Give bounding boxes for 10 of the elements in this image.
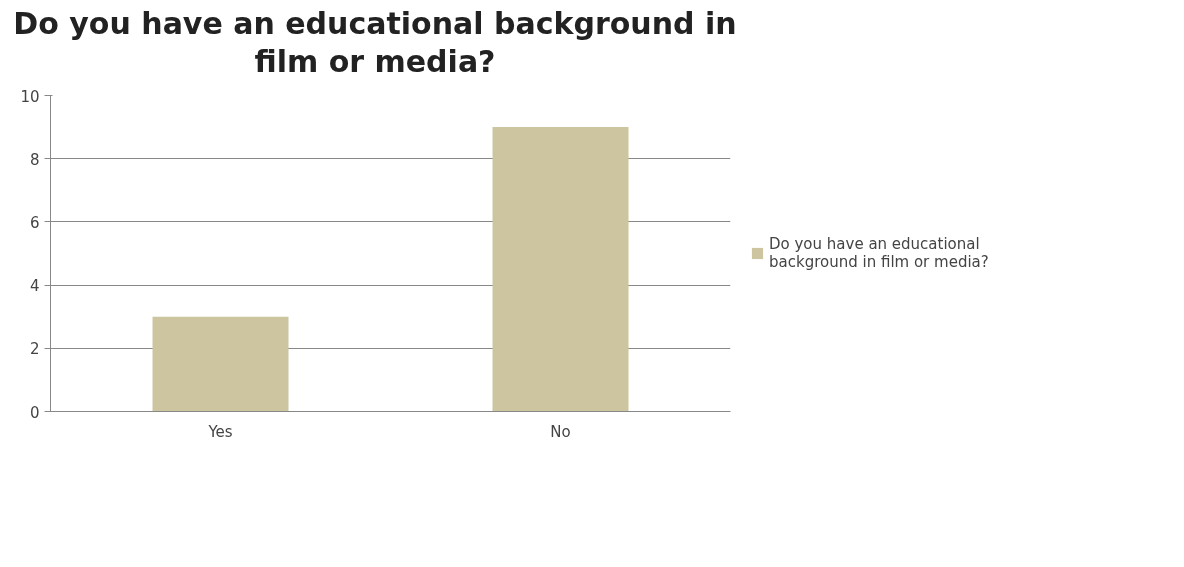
chart-title: Do you have an educational background in film or media? xyxy=(13,5,737,80)
y-tick-label: 2 xyxy=(29,340,40,359)
y-tick-label: 10 xyxy=(20,87,40,106)
y-tick-label: 0 xyxy=(29,403,40,422)
y-tick-label: 4 xyxy=(29,277,40,296)
x-tick-label: No xyxy=(550,422,571,441)
y-tick-label: 6 xyxy=(29,213,40,232)
legend-label: Do you have an educational background in film or media? xyxy=(769,235,989,271)
y-tick-label: 8 xyxy=(29,150,40,169)
x-tick-label: Yes xyxy=(207,422,233,441)
